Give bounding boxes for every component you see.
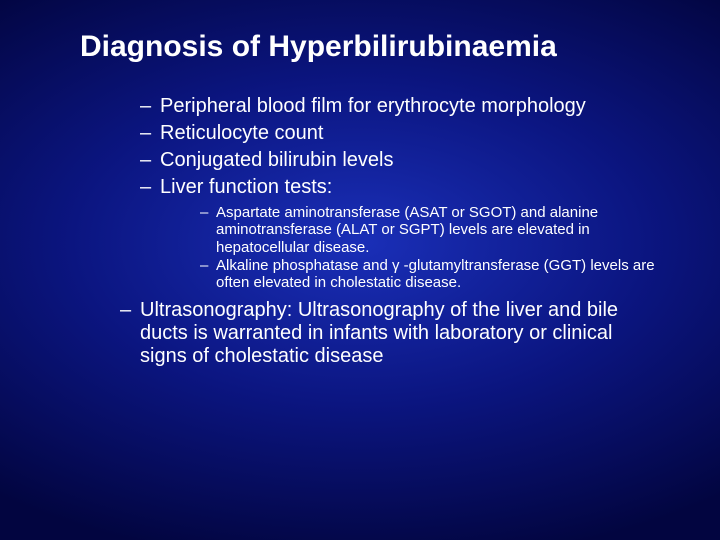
sub-bullet-item: – Alkaline phosphatase and γ -glutamyltr… [200,257,660,292]
slide: Diagnosis of Hyperbilirubinaemia – Perip… [0,0,720,540]
bullet-marker: – [140,175,160,200]
bullet-marker: – [140,121,160,146]
bullet-text: Liver function tests: [160,175,332,200]
sub-bullet-text: Alkaline phosphatase and γ -glutamyltran… [216,257,660,292]
bullet-text: Conjugated bilirubin levels [160,148,393,173]
sub-bullet-text: Aspartate aminotransferase (ASAT or SGOT… [216,204,660,256]
bullet-item: – Liver function tests: [140,175,660,200]
bullet-item: – Reticulocyte count [140,121,660,146]
sub-bullet-item: – Aspartate aminotransferase (ASAT or SG… [200,204,660,256]
sub-bullet-list: – Aspartate aminotransferase (ASAT or SG… [200,204,660,291]
bullet-marker: – [140,94,160,119]
bullet-text: Reticulocyte count [160,121,323,146]
slide-title: Diagnosis of Hyperbilirubinaemia [80,30,690,64]
sub-bullet-marker: – [200,204,216,221]
bullet-marker: – [120,299,140,322]
bullet-text: Peripheral blood film for erythrocyte mo… [160,94,586,119]
bullet-list: – Peripheral blood film for erythrocyte … [140,94,660,291]
bullet-item-ultrasonography: – Ultrasonography: Ultrasonography of th… [120,299,660,368]
bullet-item: – Peripheral blood film for erythrocyte … [140,94,660,119]
bullet-text: Ultrasonography: Ultrasonography of the … [140,299,660,368]
bullet-item: – Conjugated bilirubin levels [140,148,660,173]
bullet-marker: – [140,148,160,173]
sub-bullet-marker: – [200,257,216,274]
